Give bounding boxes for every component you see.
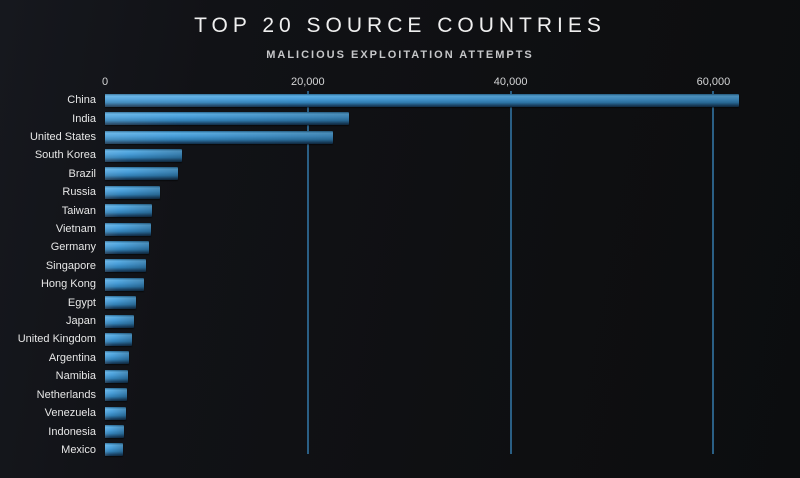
bar-row: Egypt [68,293,754,311]
plot-rows: China India United States South Korea Brazil… [18,91,754,459]
x-axis: 0 20,000 40,000 60,000 [101,72,754,91]
bar [105,443,124,457]
plot-area: China India United States South Korea Brazil… [18,91,754,459]
gridline [712,91,715,454]
category-label: Japan [66,315,96,328]
bar [105,259,147,273]
bar [105,222,151,236]
category-label: Indonesia [48,425,96,438]
category-label: Namibia [55,370,96,383]
bar-row: Indonesia [48,422,754,440]
bar [105,240,150,254]
bar-row: United Kingdom [18,330,754,348]
x-tick-label: 20,000 [290,76,325,88]
bar [105,388,127,402]
category-label: United States [29,131,96,144]
bar [105,369,128,383]
bar-row: Germany [51,238,754,256]
category-label: United Kingdom [17,333,96,346]
category-label: Brazil [68,167,96,180]
category-label: Russia [62,186,96,199]
category-label: Germany [50,241,96,254]
bar [105,167,178,181]
bar-row: Hong Kong [41,275,754,293]
category-label: Vietnam [55,223,96,236]
bar-row: Namibia [56,367,754,385]
bar-row: United States [30,128,754,146]
category-label: Venezuela [44,407,96,420]
category-label: Netherlands [36,388,96,401]
category-label: South Korea [34,149,96,162]
bar-row: Japan [66,312,754,330]
bar [105,130,334,144]
category-label: Mexico [61,443,96,456]
bar [105,314,134,328]
category-label: Egypt [67,296,96,309]
bar [105,406,126,420]
bar-row: Venezuela [45,404,754,422]
bar-row: Mexico [61,441,754,459]
x-tick-label: 0 [101,76,109,88]
bar [105,351,130,365]
bar [105,112,350,126]
gridline [306,91,309,454]
bar-row: Singapore [46,257,754,275]
bar-row: Russia [62,183,754,201]
bar [105,204,153,218]
gridlines [105,91,754,454]
bar-row: Brazil [68,165,754,183]
bar-row: China [67,91,754,109]
bar-row: Taiwan [62,201,754,219]
bar-chart: 0 20,000 40,000 60,000 China India United Sta… [0,72,800,459]
category-label: Singapore [45,259,96,272]
x-tick-label: 40,000 [493,76,528,88]
bar [105,332,132,346]
bar-row: Netherlands [37,386,754,404]
bar-row: Vietnam [56,220,754,238]
bar [105,148,183,162]
gridline [509,91,512,454]
category-label: Argentina [48,351,96,364]
bar [105,425,125,439]
bar [105,296,136,310]
bar [105,93,739,107]
bar-row: South Korea [35,146,754,164]
category-label: India [72,112,96,125]
chart-title: TOP 20 SOURCE COUNTRIES [194,14,606,37]
bar [105,277,145,291]
bar [105,185,160,199]
chart-subtitle: MALICIOUS EXPLOITATION ATTEMPTS [266,49,534,61]
category-label: China [67,94,96,107]
bar-row: Argentina [49,349,754,367]
category-label: Hong Kong [40,278,96,291]
x-tick-label: 60,000 [696,76,731,88]
bar-row: India [72,109,754,127]
category-label: Taiwan [61,204,96,217]
